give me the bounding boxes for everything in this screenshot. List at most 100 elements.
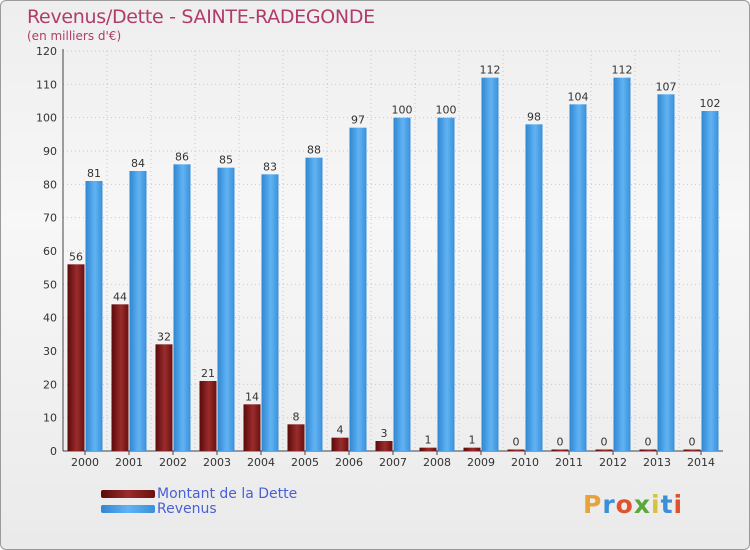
- x-tick-label: 2003: [203, 456, 231, 469]
- bar-dette: [331, 437, 349, 451]
- logo-letter: t: [660, 490, 674, 519]
- data-label: 100: [392, 104, 413, 117]
- legend-swatch-dette: [101, 490, 155, 498]
- y-tick-label: 20: [43, 378, 57, 391]
- x-tick-label: 2002: [159, 456, 187, 469]
- data-label: 44: [113, 290, 127, 303]
- bar-dette: [463, 447, 481, 451]
- x-tick-label: 2013: [643, 456, 671, 469]
- bar-dette: [595, 449, 613, 451]
- bar-revenus: [569, 104, 587, 451]
- bar-revenus: [217, 167, 235, 451]
- data-label: 81: [87, 167, 101, 180]
- logo-letter: i: [651, 490, 661, 519]
- data-label: 1: [469, 434, 476, 447]
- bar-revenus: [393, 117, 411, 452]
- data-label: 83: [263, 160, 277, 173]
- x-tick-label: 2008: [423, 456, 451, 469]
- data-label: 0: [557, 436, 564, 449]
- x-tick-label: 2009: [467, 456, 495, 469]
- x-tick-label: 2010: [511, 456, 539, 469]
- data-label: 4: [337, 424, 344, 437]
- bar-dette: [111, 304, 129, 451]
- data-label: 0: [645, 436, 652, 449]
- data-label: 14: [245, 390, 259, 403]
- legend-item-dette: Montant de la Dette: [101, 486, 298, 502]
- logo-letter: x: [633, 490, 651, 519]
- y-tick-label: 0: [50, 445, 57, 458]
- bar-revenus: [525, 124, 543, 451]
- x-tick-label: 2004: [247, 456, 275, 469]
- legend-swatch-revenus: [101, 505, 155, 513]
- bar-revenus: [613, 77, 631, 452]
- data-label: 104: [568, 90, 589, 103]
- chart-title: Revenus/Dette - SAINTE-RADEGONDE: [27, 6, 375, 28]
- data-label: 21: [201, 367, 215, 380]
- bar-dette: [375, 441, 393, 451]
- data-label: 98: [527, 110, 541, 123]
- bar-revenus: [305, 157, 323, 451]
- x-tick-label: 2012: [599, 456, 627, 469]
- y-tick-label: 50: [43, 278, 57, 291]
- bar-dette: [243, 404, 261, 451]
- bar-revenus: [481, 77, 499, 452]
- data-label: 1: [425, 434, 432, 447]
- chart-subtitle: (en milliers d'€): [27, 29, 122, 43]
- y-tick-label: 80: [43, 178, 57, 191]
- data-label: 100: [436, 104, 457, 117]
- legend-label-revenus: Revenus: [157, 501, 217, 517]
- logo-letter: r: [602, 490, 616, 519]
- bar-dette: [683, 449, 701, 451]
- data-label: 112: [612, 64, 633, 77]
- bar-dette: [639, 449, 657, 451]
- bar-revenus: [701, 111, 719, 451]
- y-tick-label: 60: [43, 245, 57, 258]
- data-label: 0: [601, 436, 608, 449]
- data-label: 102: [700, 97, 721, 110]
- y-tick-label: 90: [43, 145, 57, 158]
- data-label: 56: [69, 250, 83, 263]
- y-tick-label: 110: [36, 78, 57, 91]
- data-label: 8: [293, 410, 300, 423]
- data-label: 84: [131, 157, 145, 170]
- bar-revenus: [129, 171, 147, 451]
- bar-dette: [507, 449, 525, 451]
- data-label: 3: [381, 427, 388, 440]
- bar-dette: [155, 344, 173, 451]
- legend-item-revenus: Revenus: [101, 501, 217, 517]
- x-tick-label: 2000: [71, 456, 99, 469]
- x-tick-label: 2011: [555, 456, 583, 469]
- x-tick-label: 2006: [335, 456, 363, 469]
- proxiti-logo: Proxiti: [583, 490, 683, 519]
- data-label: 97: [351, 114, 365, 127]
- bars: [67, 77, 719, 452]
- y-tick-label: 40: [43, 312, 57, 325]
- logo-letter: P: [583, 490, 603, 519]
- bar-revenus: [261, 174, 279, 452]
- data-label: 112: [480, 64, 501, 77]
- legend-label-dette: Montant de la Dette: [157, 486, 298, 502]
- logo-letter: i: [673, 490, 684, 519]
- x-tick-label: 2001: [115, 456, 143, 469]
- data-label: 0: [513, 436, 520, 449]
- bar-dette: [199, 381, 217, 451]
- bar-revenus: [349, 127, 367, 452]
- bar-revenus: [173, 164, 191, 452]
- data-label: 88: [307, 144, 321, 157]
- bar-revenus: [437, 117, 455, 452]
- x-tick-label: 2014: [687, 456, 715, 469]
- y-tick-label: 100: [36, 112, 57, 125]
- x-tick-label: 2005: [291, 456, 319, 469]
- y-tick-label: 70: [43, 212, 57, 225]
- bar-dette: [67, 264, 85, 451]
- bar-dette: [551, 449, 569, 451]
- data-label: 32: [157, 330, 171, 343]
- x-tick-label: 2007: [379, 456, 407, 469]
- logo-letter: o: [615, 490, 634, 519]
- grid: [63, 50, 723, 451]
- data-label: 86: [175, 150, 189, 163]
- y-tick-label: 10: [43, 412, 57, 425]
- y-tick-label: 120: [36, 45, 57, 58]
